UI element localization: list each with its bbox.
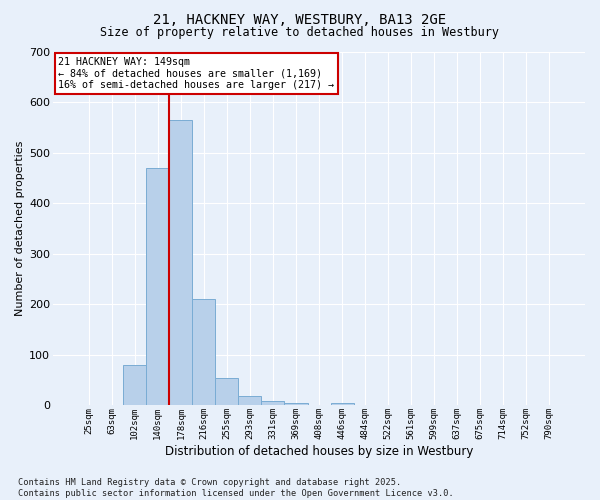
Bar (193, 299, 215, 406)
Bar (124, 365, 146, 406)
Text: 21 HACKNEY WAY: 149sqm
← 84% of detached houses are smaller (1,169)
16% of semi-: 21 HACKNEY WAY: 149sqm ← 84% of detached… (58, 57, 334, 90)
Bar (215, 378, 238, 406)
Bar (146, 168, 169, 406)
Bar (284, 403, 308, 406)
Bar (331, 403, 353, 406)
Bar (169, 120, 193, 406)
Text: Contains HM Land Registry data © Crown copyright and database right 2025.
Contai: Contains HM Land Registry data © Crown c… (18, 478, 454, 498)
X-axis label: Distribution of detached houses by size in Westbury: Distribution of detached houses by size … (165, 444, 473, 458)
Y-axis label: Number of detached properties: Number of detached properties (15, 140, 25, 316)
Bar (262, 402, 284, 406)
Bar (238, 396, 262, 406)
Text: 21, HACKNEY WAY, WESTBURY, BA13 2GE: 21, HACKNEY WAY, WESTBURY, BA13 2GE (154, 12, 446, 26)
Text: Size of property relative to detached houses in Westbury: Size of property relative to detached ho… (101, 26, 499, 39)
